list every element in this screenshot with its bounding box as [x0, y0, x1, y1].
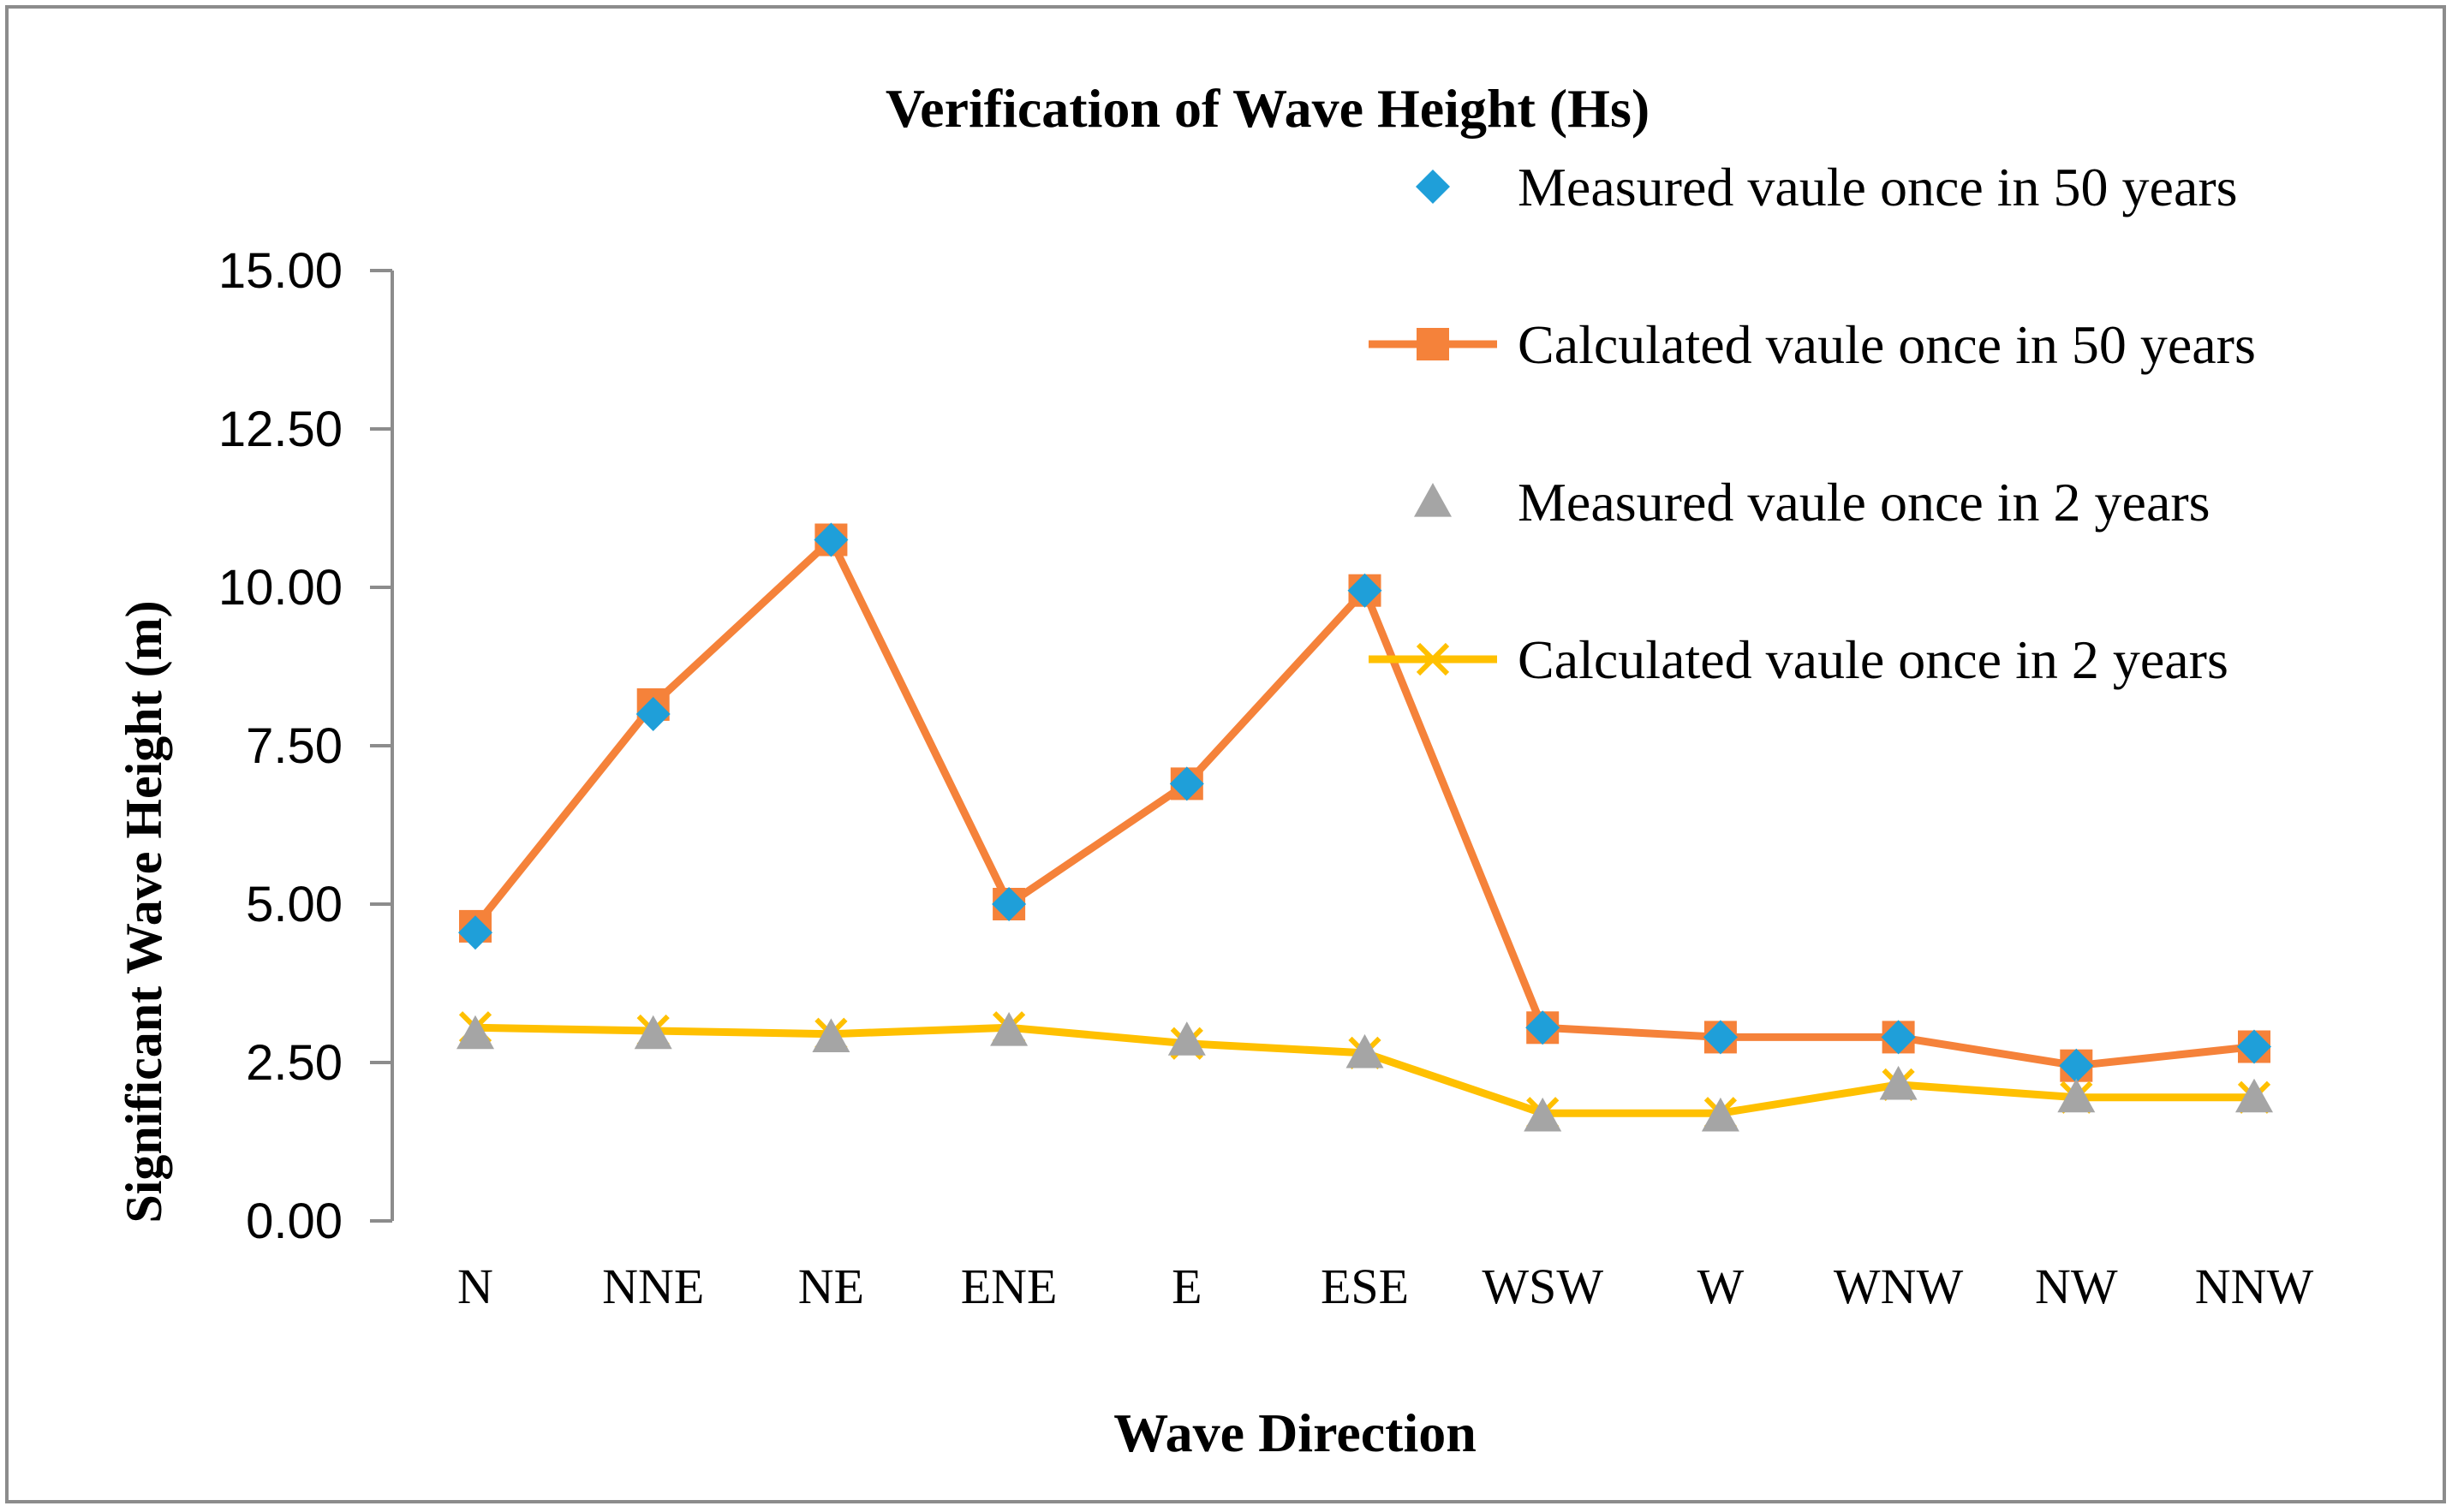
x-tick-label: ESE	[1321, 1259, 1409, 1314]
legend: Measured vaule once in 50 years Calculate…	[1369, 157, 2256, 690]
data-point-series-1	[1169, 766, 1204, 801]
x-tick-label: E	[1172, 1259, 1202, 1314]
data-point-series-1	[814, 522, 849, 557]
x-tick-label: NNE	[602, 1259, 704, 1314]
x-tick-label: ENE	[961, 1259, 1058, 1314]
data-point-series-3	[2235, 1078, 2273, 1113]
data-point-series-1	[458, 915, 492, 950]
legend-label: Calculated vaule once in 2 years	[1518, 629, 2228, 690]
legend-item: Measured vaule once in 2 years	[1414, 472, 2210, 533]
y-tick-label: 15.00	[218, 243, 343, 299]
data-point-series-1	[1525, 1010, 1560, 1045]
data-point-series-1	[635, 697, 671, 731]
data-point-series-3	[1879, 1065, 1918, 1100]
data-point-series-1	[1703, 1020, 1738, 1055]
legend-item: Calculated vaule once in 50 years	[1369, 314, 2256, 375]
series-line-2	[472, 536, 2255, 1070]
legend-marker	[1417, 328, 1449, 360]
legend-marker	[1416, 170, 1450, 204]
chart-frame	[5, 5, 2446, 1503]
data-point-series-1	[2059, 1048, 2094, 1083]
y-tick-label: 7.50	[246, 718, 343, 774]
data-point-series-1	[2237, 1029, 2271, 1064]
x-tick-label: NNW	[2195, 1259, 2314, 1314]
y-axis-title: Significant Wave Height (m)	[116, 600, 172, 1223]
legend-label: Measured vaule once in 50 years	[1518, 157, 2238, 217]
x-tick-label: W	[1697, 1259, 1745, 1314]
legend-label: Measured vaule once in 2 years	[1518, 472, 2210, 533]
x-axis-title: Wave Direction	[1113, 1402, 1477, 1463]
x-tick-label: WSW	[1482, 1259, 1603, 1314]
x-tick-label: NW	[2035, 1259, 2118, 1314]
legend-item: Calculated vaule once in 2 years	[1369, 629, 2228, 690]
legend-marker	[1414, 483, 1452, 517]
data-point-series-1	[992, 887, 1027, 921]
data-point-series-3	[990, 1012, 1029, 1046]
data-point-series-3	[2057, 1078, 2096, 1113]
legend-marker	[1416, 642, 1450, 676]
data-point-series-3	[1524, 1097, 1562, 1132]
chart-title: Verification of Wave Height (Hs)	[886, 78, 1650, 139]
data-point-series-3	[1345, 1033, 1384, 1069]
y-tick-label: 12.50	[218, 402, 343, 457]
y-tick-label: 10.00	[218, 560, 343, 616]
data-point-series-1	[1881, 1020, 1916, 1055]
plot-area: 0.00 2.50 5.00 7.50 10.00 12.50 15.00 N NNE NE ENE…	[218, 243, 2314, 1314]
y-tick-label: 5.00	[246, 877, 343, 932]
legend-item: Measured vaule once in 50 years	[1416, 157, 2238, 217]
y-tick-label: 2.50	[246, 1035, 343, 1091]
x-tick-label: WNW	[1834, 1259, 1964, 1314]
y-tick-label: 0.00	[246, 1194, 343, 1249]
legend-label: Calculated vaule once in 50 years	[1518, 314, 2256, 375]
data-point-series-3	[456, 1015, 494, 1050]
data-point-series-3	[1701, 1097, 1739, 1132]
data-point-series-1	[1347, 573, 1382, 608]
x-tick-label: NE	[798, 1259, 864, 1314]
x-tick-label: N	[457, 1259, 493, 1314]
data-point-series-3	[1167, 1021, 1206, 1056]
data-point-series-3	[812, 1018, 850, 1052]
data-point-series-3	[634, 1015, 672, 1050]
